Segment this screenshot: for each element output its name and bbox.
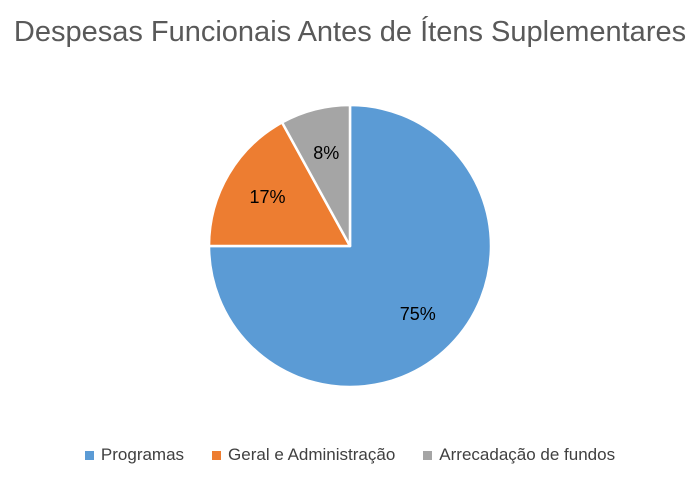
legend-item-programas: Programas bbox=[84, 445, 185, 465]
pie-slice-programas bbox=[207, 103, 493, 389]
legend-label-programas: Programas bbox=[100, 445, 185, 464]
data-label-geral-e-administracao: 17% bbox=[249, 187, 285, 207]
legend-label-arrecadacao-fundos: Arrecadação de fundos bbox=[439, 445, 616, 464]
legend-label-geral-administracao: Geral e Administração bbox=[228, 445, 396, 464]
legend-item-arrecadacao-fundos: Arrecadação de fundos bbox=[423, 445, 615, 465]
chart-title: Despesas Funcionais Antes de Ítens Suple… bbox=[13, 16, 687, 48]
legend-item-geral-administracao: Geral e Administração bbox=[212, 445, 395, 465]
legend-swatch-arrecadacao-fundos bbox=[423, 450, 433, 460]
legend-swatch-programas bbox=[84, 450, 94, 460]
chart-legend: Programas Geral e Administração Arrecada… bbox=[0, 445, 700, 465]
pie-chart: 75% 17% 8% bbox=[207, 103, 493, 389]
data-label-programas: 75% bbox=[400, 304, 436, 324]
data-label-arrecadacao-de-fundos: 8% bbox=[313, 143, 339, 163]
pie-slice-arrecadacao-de-fundos bbox=[280, 103, 352, 248]
legend-swatch-geral-administracao bbox=[212, 450, 222, 460]
pie-slice-geral-e-administracao bbox=[207, 121, 352, 248]
